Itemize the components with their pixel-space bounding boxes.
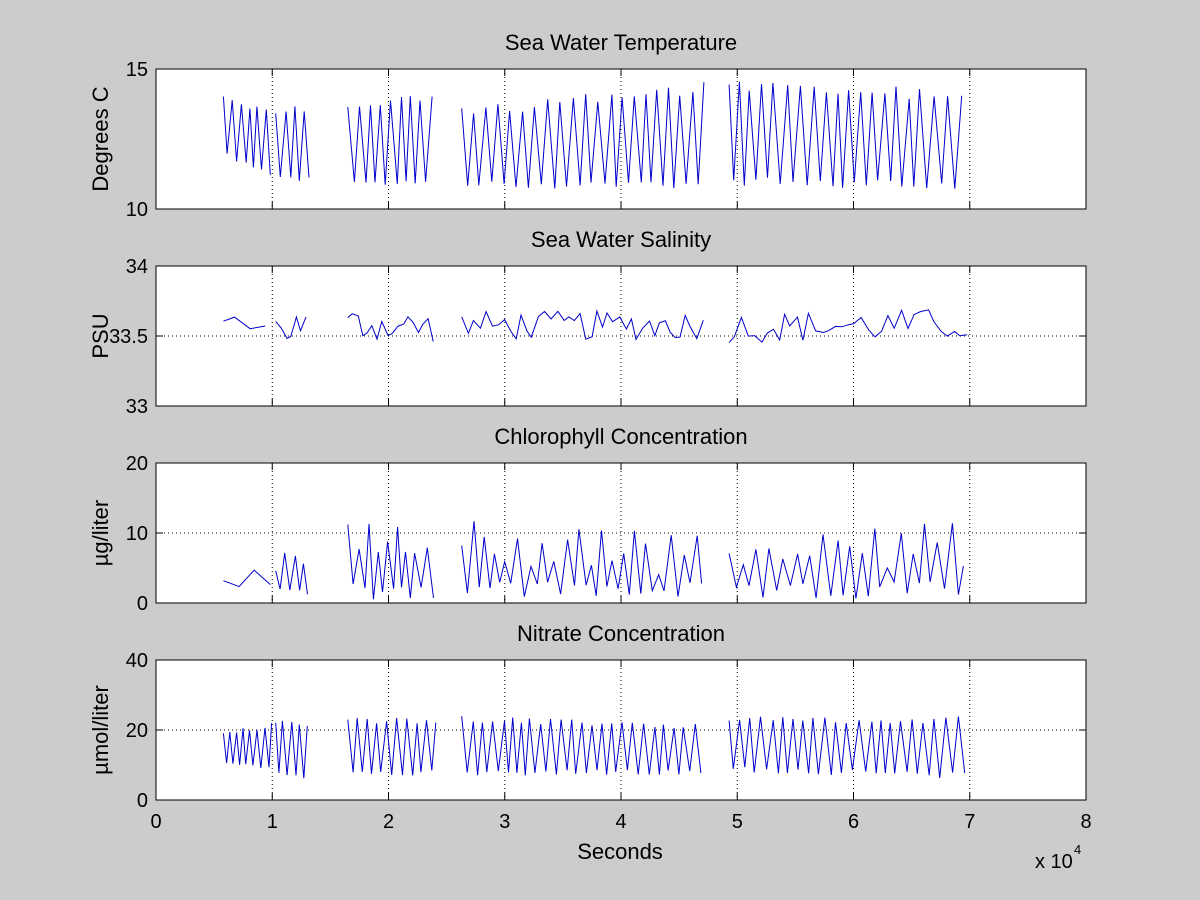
- y-tick-label: 10: [126, 199, 148, 221]
- series-line: [222, 81, 963, 189]
- subplot-title: Chlorophyll Concentration: [494, 424, 747, 449]
- x-axis-label: Seconds: [577, 839, 663, 864]
- series-line: [223, 521, 964, 600]
- x-axis-multiplier-exponent: 4: [1074, 842, 1081, 857]
- series-segment-3: [347, 96, 433, 185]
- series-segment-2: [275, 315, 307, 340]
- x-tick-label: 6: [848, 811, 859, 833]
- series-segment-3: [347, 313, 434, 342]
- x-tick-label: 5: [732, 811, 743, 833]
- subplot-title: Nitrate Concentration: [517, 621, 725, 646]
- x-tick-label: 8: [1080, 811, 1091, 833]
- x-tick-label: 7: [964, 811, 975, 833]
- series-segment-5: [728, 716, 966, 778]
- series-segment-1: [223, 569, 271, 588]
- tick-marks: [155, 265, 1087, 407]
- series-segment-1: [222, 723, 273, 769]
- subplot-title: Sea Water Temperature: [505, 30, 737, 55]
- tick-marks: [155, 68, 1087, 210]
- series-segment-5: [728, 523, 964, 599]
- x-tick-label: 3: [499, 811, 510, 833]
- grid: [271, 69, 971, 209]
- y-tick-label: 20: [126, 720, 148, 742]
- y-tick-label: 0: [137, 790, 148, 812]
- y-tick-label: 34: [126, 256, 148, 278]
- y-tick-label: 0: [137, 593, 148, 615]
- series-line: [223, 308, 968, 343]
- series-segment-2: [275, 552, 308, 595]
- series-segment-4: [461, 309, 704, 341]
- y-tick-label: 33: [126, 396, 148, 418]
- series-segment-4: [461, 716, 702, 776]
- x-tick-label: 2: [383, 811, 394, 833]
- y-axis-label: µmol/liter: [88, 685, 113, 775]
- series-segment-5: [728, 308, 968, 343]
- series-segment-1: [222, 96, 271, 175]
- x-tick-label: 4: [615, 811, 626, 833]
- series-segment-4: [461, 521, 703, 597]
- y-tick-label: 10: [126, 523, 148, 545]
- series-segment-5: [728, 81, 963, 189]
- series-segment-3: [347, 523, 434, 600]
- y-tick-label: 15: [126, 59, 148, 81]
- x-tick-label: 0: [150, 811, 161, 833]
- y-axis-label: Degrees C: [88, 86, 113, 191]
- grid: [156, 266, 1086, 406]
- series-segment-4: [461, 82, 705, 189]
- y-tick-label: 33.5: [109, 326, 148, 348]
- series-segment-2: [275, 106, 310, 181]
- y-axis-label: PSU: [88, 313, 113, 358]
- x-tick-label: 1: [267, 811, 278, 833]
- y-axis-label: µg/liter: [88, 500, 113, 566]
- series-segment-2: [275, 720, 308, 779]
- x-axis-multiplier: x 10: [1035, 851, 1073, 873]
- subplot-2: 33 33.5 34 Sea Water Salinity PSU: [88, 227, 1087, 418]
- subplot-3: 0 10 20 Chlorophyll Concentration µg/liter: [88, 424, 1087, 615]
- tick-marks: [155, 462, 1087, 604]
- y-tick-label: 20: [126, 453, 148, 475]
- subplot-4: 0 20 40 Nitrate Concentration µmol/liter 0 1 2 3…: [88, 621, 1092, 833]
- series-segment-1: [223, 316, 266, 330]
- series-segment-3: [347, 718, 437, 776]
- subplot-1: 10 15 Sea Water Temperature Degrees C: [88, 30, 1087, 221]
- y-tick-label: 40: [126, 650, 148, 672]
- subplot-title: Sea Water Salinity: [531, 227, 711, 252]
- tick-marks: [155, 659, 1087, 801]
- series-line: [222, 716, 966, 779]
